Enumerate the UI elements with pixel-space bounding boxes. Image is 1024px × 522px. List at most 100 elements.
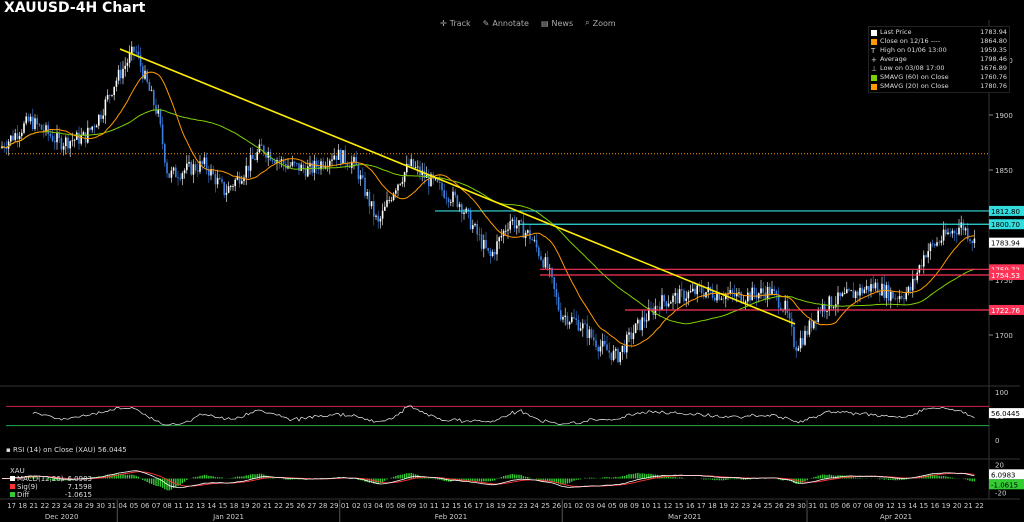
candle-body xyxy=(511,219,514,222)
candle-body xyxy=(929,243,932,252)
candle-body xyxy=(738,292,740,294)
legend-swatch xyxy=(871,83,877,90)
legend-row-high: T High on 01/06 13:00 1959.35 xyxy=(871,46,1007,55)
candle-body xyxy=(414,167,417,168)
candle-body xyxy=(452,191,454,203)
tag-1800: 1800.70 xyxy=(991,221,1020,229)
x-day-label: 25 xyxy=(285,502,294,510)
candle-body xyxy=(898,296,901,300)
candle-body xyxy=(960,222,962,228)
candle-body xyxy=(478,234,481,236)
candle-body xyxy=(188,162,190,164)
candle-body xyxy=(234,179,236,187)
candle-body xyxy=(333,155,335,160)
x-day-label: 18 xyxy=(708,502,717,510)
candle-body xyxy=(832,307,835,309)
candle-body xyxy=(551,268,553,278)
candle-body xyxy=(729,290,731,294)
candle-body xyxy=(65,137,67,147)
candle-body xyxy=(5,148,8,149)
candle-body xyxy=(245,165,247,178)
candle-body xyxy=(480,234,483,249)
x-day-label: 18 xyxy=(485,502,494,510)
zoom-button[interactable]: ⌕ Zoom xyxy=(585,18,616,28)
candle-body xyxy=(106,94,109,100)
candle-body xyxy=(29,116,32,122)
candle-body xyxy=(940,240,943,243)
track-button[interactable]: ✛ Track xyxy=(440,18,471,28)
news-button[interactable]: ▤ News xyxy=(541,18,573,28)
candle-body xyxy=(674,293,676,296)
candle-body xyxy=(857,291,859,296)
candle-body xyxy=(406,163,408,173)
candle-body xyxy=(681,289,683,291)
candle-body xyxy=(49,133,52,137)
y-tick-label: 1900 xyxy=(995,112,1013,120)
candle-body xyxy=(678,289,681,304)
candle-body xyxy=(137,51,140,56)
candle-body xyxy=(938,242,940,244)
candle-body xyxy=(733,293,736,297)
candle-body xyxy=(280,159,283,161)
candle-body xyxy=(656,306,659,308)
candle-body xyxy=(256,152,258,160)
x-day-label: 20 xyxy=(953,502,962,510)
candle-body xyxy=(186,163,188,171)
candle-body xyxy=(392,193,395,201)
diff-tag-bg xyxy=(989,479,1024,490)
candle-body xyxy=(920,265,923,267)
candle-body xyxy=(366,192,368,196)
candle-body xyxy=(153,90,155,106)
candle-body xyxy=(597,347,599,352)
candle-body xyxy=(522,221,525,239)
candle-body xyxy=(172,167,175,171)
candle-body xyxy=(588,329,591,339)
candle-body xyxy=(562,316,564,320)
candle-body xyxy=(219,177,221,180)
x-day-label: 21 xyxy=(964,502,973,510)
x-day-label: 25 xyxy=(764,502,773,510)
candle-body xyxy=(496,241,498,255)
x-month-label: Jan 2021 xyxy=(212,513,244,521)
x-day-label: 22 xyxy=(40,502,49,510)
candle-body xyxy=(133,46,135,52)
candle-body xyxy=(221,179,223,182)
candle-body xyxy=(379,218,382,222)
candle-body xyxy=(170,170,173,178)
candle-body xyxy=(247,165,250,171)
candle-body xyxy=(612,350,615,360)
macd-header: XAU xyxy=(10,467,25,475)
annotate-button[interactable]: ✎ Annotate xyxy=(483,18,529,28)
rsi-tick-label: 0 xyxy=(995,437,999,445)
x-day-label: 12 xyxy=(441,502,450,510)
candle-body xyxy=(885,285,888,298)
x-day-label: 04 xyxy=(597,502,606,510)
x-day-label: 28 xyxy=(74,502,83,510)
candle-body xyxy=(388,200,390,201)
x-day-label: 26 xyxy=(552,502,561,510)
candle-body xyxy=(36,118,38,125)
candle-body xyxy=(487,247,489,251)
candle-body xyxy=(786,300,789,313)
candle-body xyxy=(663,295,665,302)
candle-body xyxy=(731,290,734,294)
x-day-label: 25 xyxy=(541,502,550,510)
candle-body xyxy=(370,201,373,207)
legend-row-low: ⊥ Low on 03/08 17:00 1676.89 xyxy=(871,64,1007,73)
candle-body xyxy=(474,224,476,226)
x-day-label: 10 xyxy=(641,502,650,510)
candle-body xyxy=(826,311,828,312)
candle-body xyxy=(43,129,45,132)
candle-body xyxy=(14,133,16,141)
candle-body xyxy=(912,278,914,291)
candle-body xyxy=(584,323,586,325)
candle-body xyxy=(736,292,738,297)
x-day-label: 22 xyxy=(274,502,283,510)
candle-body xyxy=(637,319,639,324)
candle-body xyxy=(947,232,949,235)
x-day-label: 11 xyxy=(652,502,661,510)
tag-1754-bg xyxy=(989,270,1024,281)
candle-body xyxy=(483,240,485,249)
candle-body xyxy=(100,114,102,119)
